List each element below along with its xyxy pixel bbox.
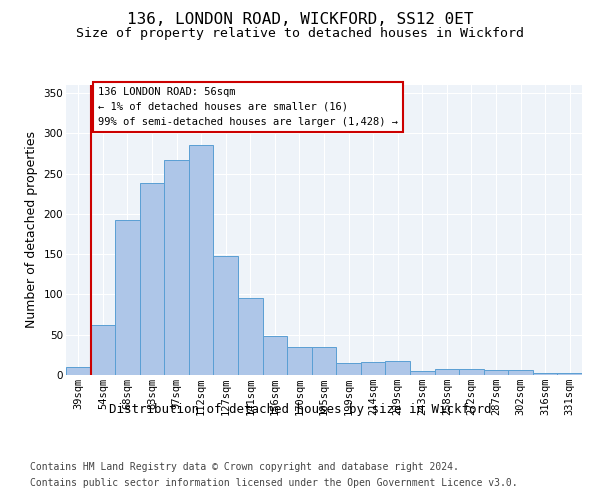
- Bar: [214, 256, 238, 375]
- Text: Distribution of detached houses by size in Wickford: Distribution of detached houses by size …: [109, 402, 491, 415]
- Text: Size of property relative to detached houses in Wickford: Size of property relative to detached ho…: [76, 28, 524, 40]
- Bar: [434, 368, 459, 375]
- Bar: [115, 220, 140, 375]
- Bar: [164, 160, 189, 375]
- Bar: [508, 370, 533, 375]
- Bar: [140, 184, 164, 375]
- Bar: [336, 363, 361, 375]
- Text: Contains HM Land Registry data © Crown copyright and database right 2024.: Contains HM Land Registry data © Crown c…: [30, 462, 459, 472]
- Bar: [533, 374, 557, 375]
- Bar: [287, 347, 312, 375]
- Bar: [238, 298, 263, 375]
- Bar: [189, 146, 214, 375]
- Bar: [263, 336, 287, 375]
- Text: 136, LONDON ROAD, WICKFORD, SS12 0ET: 136, LONDON ROAD, WICKFORD, SS12 0ET: [127, 12, 473, 28]
- Bar: [484, 370, 508, 375]
- Bar: [66, 367, 91, 375]
- Text: Contains public sector information licensed under the Open Government Licence v3: Contains public sector information licen…: [30, 478, 518, 488]
- Bar: [410, 371, 434, 375]
- Text: 136 LONDON ROAD: 56sqm
← 1% of detached houses are smaller (16)
99% of semi-deta: 136 LONDON ROAD: 56sqm ← 1% of detached …: [98, 87, 398, 126]
- Y-axis label: Number of detached properties: Number of detached properties: [25, 132, 38, 328]
- Bar: [361, 362, 385, 375]
- Bar: [91, 325, 115, 375]
- Bar: [385, 360, 410, 375]
- Bar: [459, 370, 484, 375]
- Bar: [312, 347, 336, 375]
- Bar: [557, 372, 582, 375]
